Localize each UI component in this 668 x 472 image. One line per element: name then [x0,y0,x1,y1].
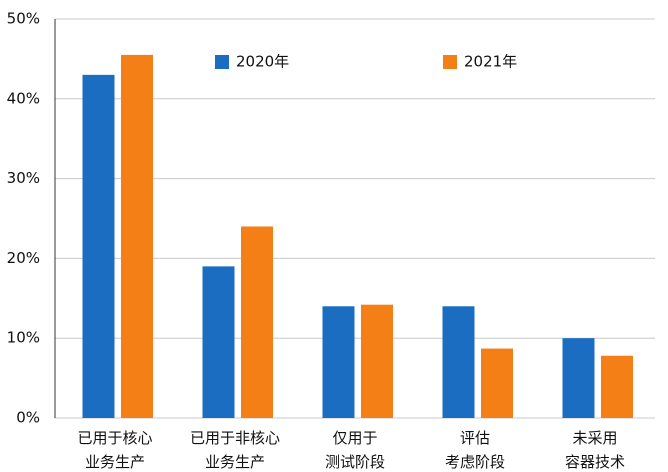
x-tick-label: 已用于核心业务生产 [77,429,152,471]
bar [121,54,153,418]
x-tick-label: 仅用于测试阶段 [325,429,385,471]
bar [82,74,115,419]
bar [481,348,513,418]
bar [562,338,595,418]
x-tick-label: 已用于非核心业务生产 [190,429,280,471]
y-tick-label: 10% [7,329,40,347]
bar [202,266,235,418]
bar [601,355,633,418]
bar [241,226,273,418]
legend-swatch [215,55,229,69]
bar [442,306,475,418]
y-tick-label: 40% [7,89,40,107]
y-tick-label: 30% [7,169,40,187]
legend-label: 2021年 [464,53,517,71]
legend-label: 2020年 [236,53,289,71]
x-tick-label: 未采用容器技术 [565,429,625,471]
bar [361,304,393,418]
y-tick-label: 0% [16,409,40,427]
legend-swatch [443,55,457,69]
y-tick-label: 50% [7,10,40,28]
y-tick-label: 20% [7,249,40,267]
x-tick-label: 评估考虑阶段 [445,429,505,471]
bar [322,306,355,418]
